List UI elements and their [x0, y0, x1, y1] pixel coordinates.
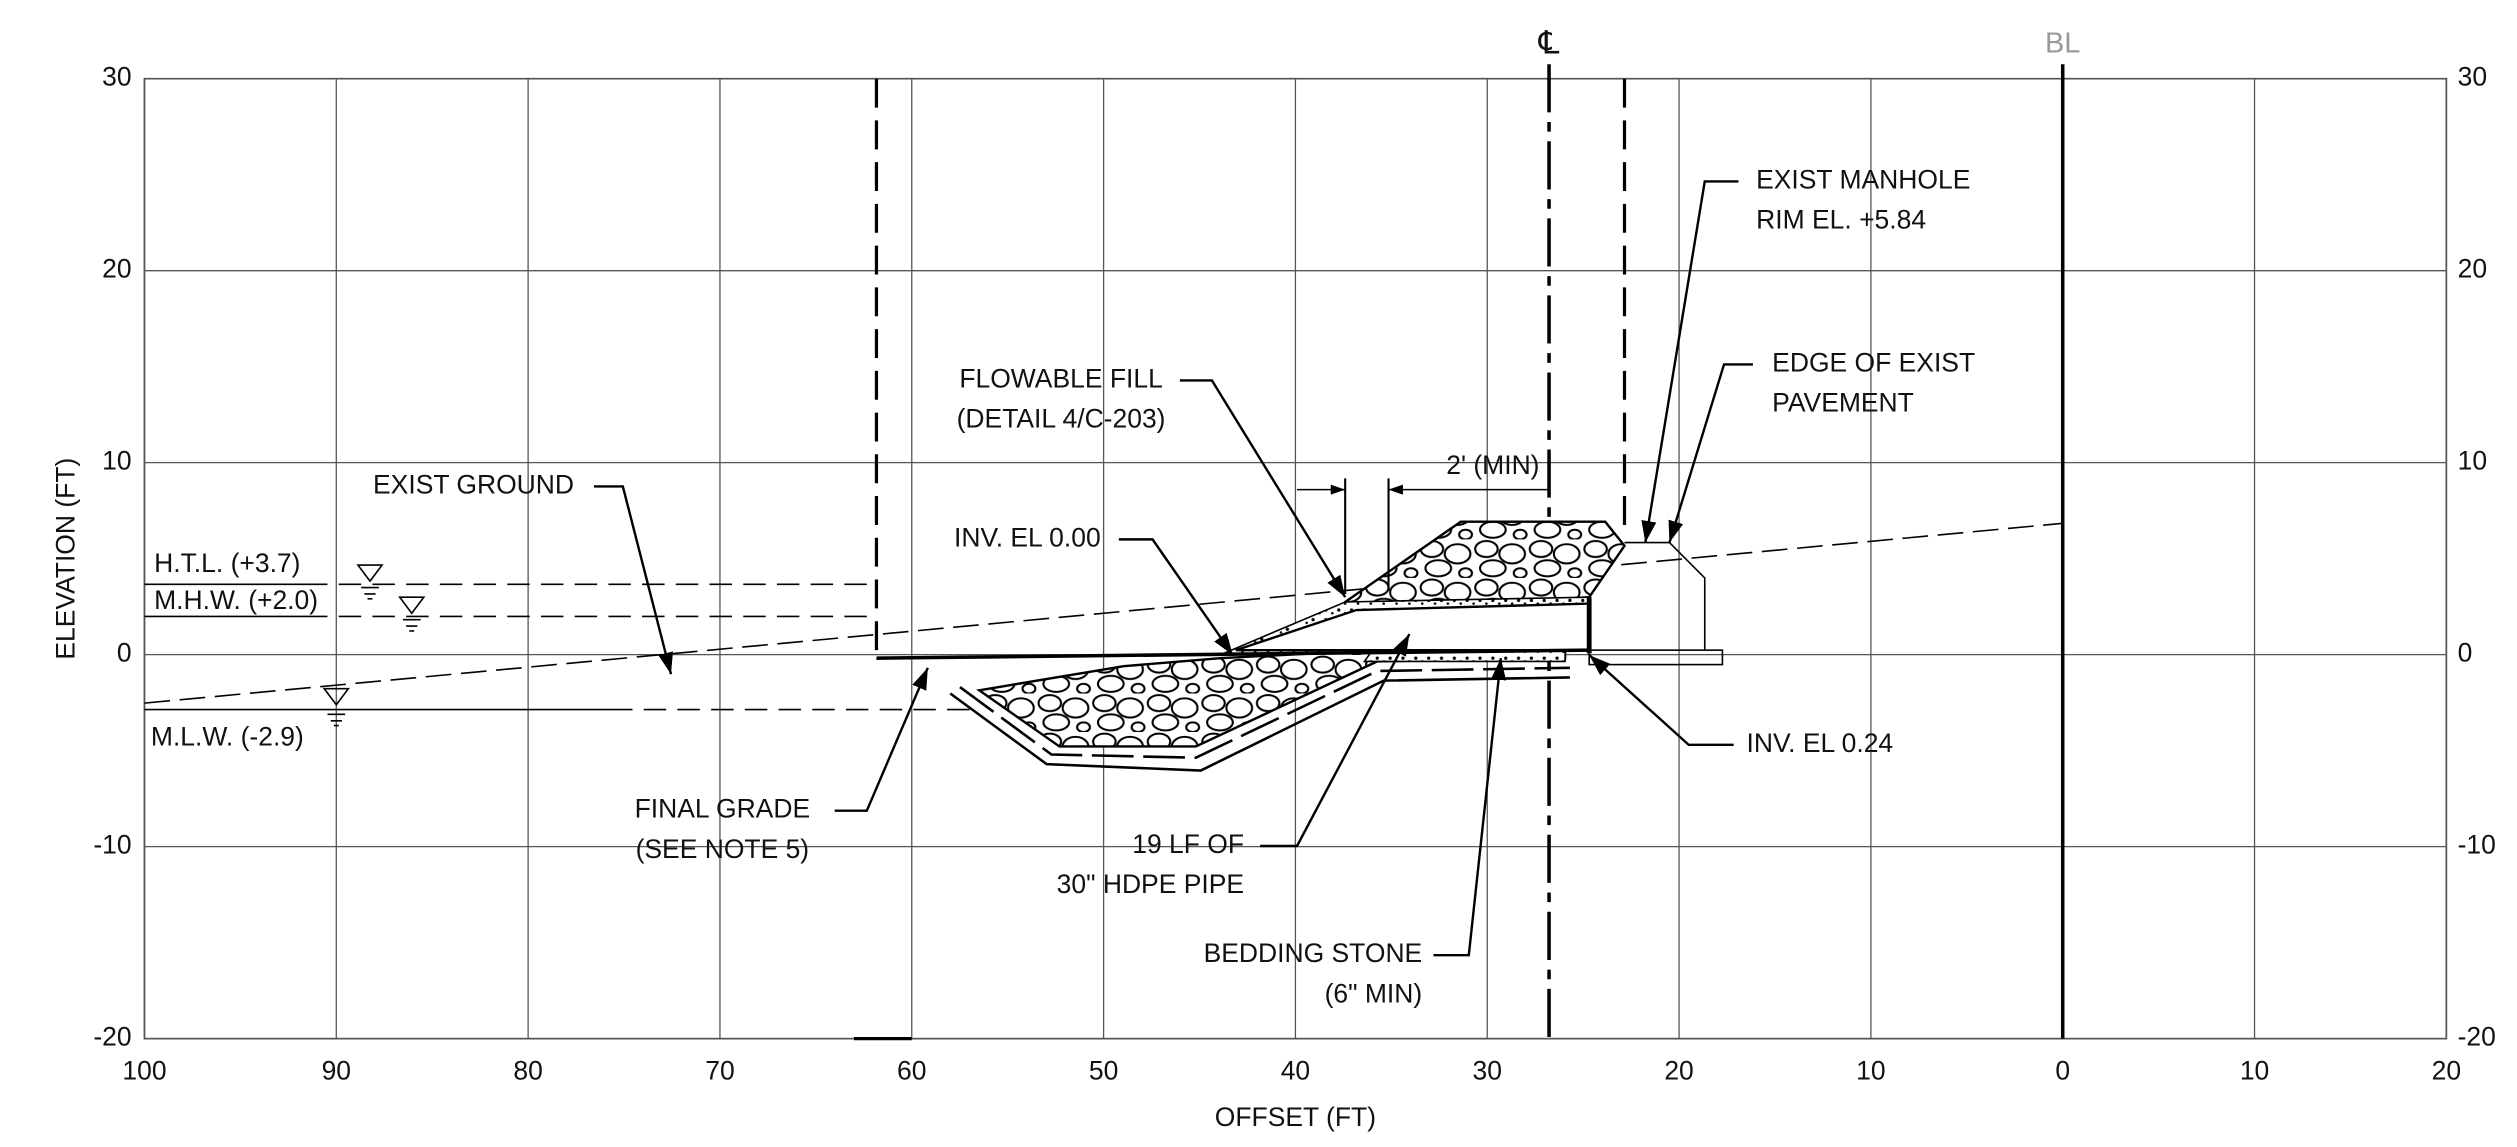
annotation: 19 LF OF	[1132, 829, 1244, 859]
y-tick-label-right: 0	[2458, 638, 2473, 668]
x-tick-label: 40	[1281, 1055, 1310, 1085]
reference-lines	[853, 64, 2065, 1041]
grid	[143, 77, 2448, 1040]
y-tick-label: 30	[102, 62, 131, 92]
annotation: EXIST MANHOLE	[1756, 164, 1970, 194]
x-tick-label: 0	[2055, 1055, 2070, 1085]
annotation: INV. EL 0.24	[1746, 728, 1893, 758]
baseline-marker: BL	[2045, 28, 2080, 60]
y-tick-label: -20	[93, 1022, 131, 1052]
annotation: INV. EL 0.00	[954, 522, 1101, 552]
x-tick-label: 60	[897, 1055, 926, 1085]
leaders	[593, 180, 1753, 957]
x-tick-label: 70	[705, 1055, 734, 1085]
y-tick-label: 20	[102, 254, 131, 284]
annotation: 2' (MIN)	[1446, 450, 1539, 480]
dimension	[1297, 478, 1550, 594]
annotation: EXIST GROUND	[373, 469, 574, 499]
water-level-label: M.H.W. (+2.0)	[154, 585, 318, 615]
y-tick-label: 0	[117, 638, 132, 668]
annotation: (SEE NOTE 5)	[636, 834, 810, 864]
annotation: FLOWABLE FILL	[959, 363, 1162, 393]
water-level-label: M.L.W. (-2.9)	[151, 721, 304, 751]
water-level-label: H.T.L. (+3.7)	[154, 548, 300, 578]
x-tick-label: 10	[2240, 1055, 2269, 1085]
annotation: 30" HDPE PIPE	[1057, 869, 1244, 899]
annotation: EDGE OF EXIST	[1772, 347, 1975, 377]
x-tick-label: 100	[122, 1055, 166, 1085]
y-tick-label-right: 30	[2458, 62, 2487, 92]
annotation: RIM EL. +5.84	[1756, 205, 1926, 235]
x-tick-label: 10	[1856, 1055, 1885, 1085]
y-tick-label: -10	[93, 830, 131, 860]
y-tick-label-right: -20	[2458, 1022, 2496, 1052]
x-tick-label: 90	[322, 1055, 351, 1085]
y-tick-label-right: 20	[2458, 254, 2487, 284]
y-tick-label-right: 10	[2458, 446, 2487, 476]
water-levels	[144, 564, 980, 727]
annotation: FINAL GRADE	[635, 794, 811, 824]
x-tick-label: 20	[2432, 1055, 2461, 1085]
centerline-marker: ℄	[1538, 24, 1560, 60]
y-tick-label: 10	[102, 446, 131, 476]
y-axis-label: ELEVATION (FT)	[50, 458, 80, 660]
y-tick-label-right: -10	[2458, 830, 2496, 860]
annotation: (6" MIN)	[1325, 978, 1423, 1008]
annotation: (DETAIL 4/C-203)	[957, 404, 1166, 434]
annotation: PAVEMENT	[1772, 388, 1914, 418]
x-axis-label: OFFSET (FT)	[1215, 1102, 1376, 1132]
x-tick-label: 20	[1664, 1055, 1693, 1085]
x-tick-label: 30	[1473, 1055, 1502, 1085]
x-tick-label: 80	[513, 1055, 542, 1085]
x-tick-label: 50	[1089, 1055, 1118, 1085]
annotation: BEDDING STONE	[1204, 938, 1423, 968]
